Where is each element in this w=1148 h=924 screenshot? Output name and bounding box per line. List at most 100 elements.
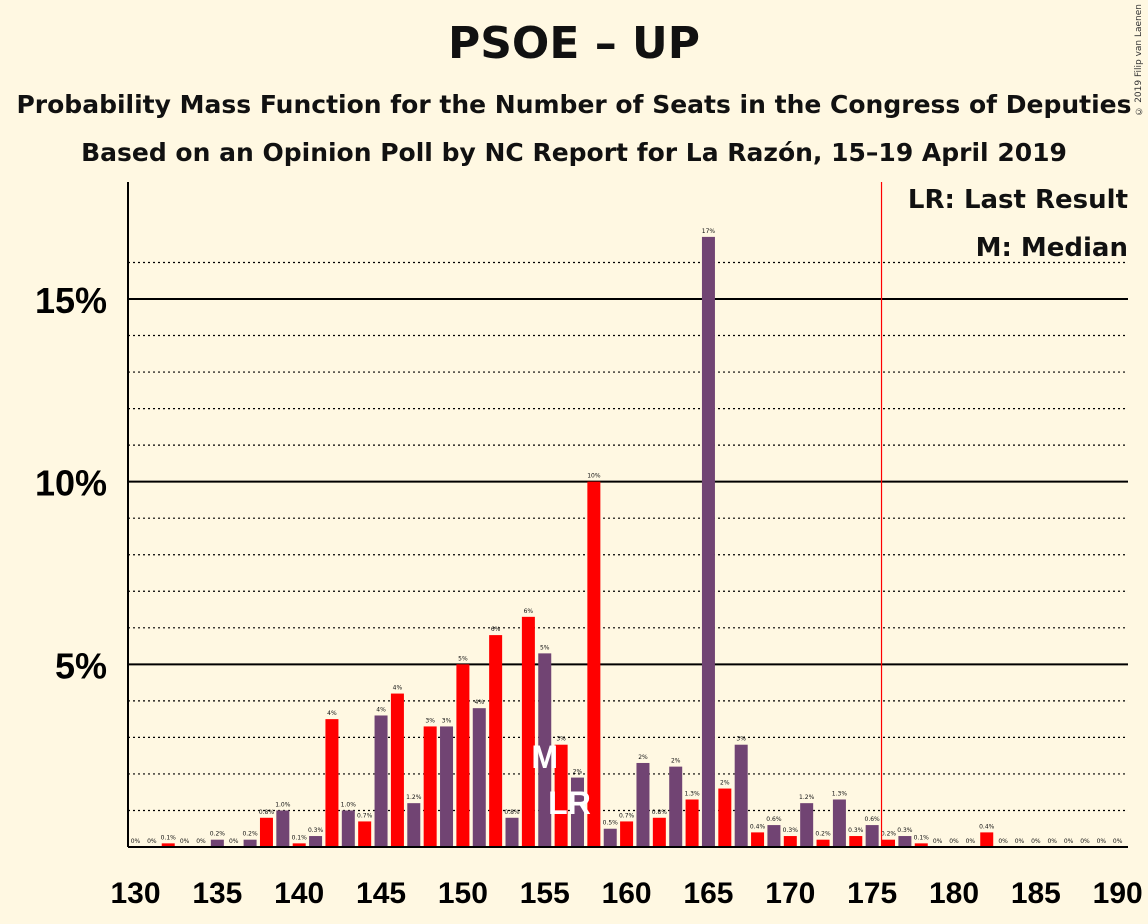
bar-seat-145 — [374, 715, 388, 847]
bar-seat-158 — [587, 481, 601, 847]
bar-value-label: 6% — [491, 626, 501, 633]
bar-seat-178 — [914, 843, 928, 847]
bar-value-label: 1.0% — [275, 801, 291, 808]
bar-seat-135 — [210, 839, 224, 847]
bar-seat-132 — [161, 843, 175, 847]
bar-value-label: 0.3% — [783, 827, 799, 834]
bar-seat-151 — [472, 708, 486, 847]
bar-seat-170 — [783, 836, 797, 847]
bar-value-label: 0.5% — [603, 820, 619, 827]
median-marker: M — [531, 739, 558, 775]
bar-seat-160 — [620, 821, 634, 847]
y-tick-label: 10% — [35, 463, 107, 504]
x-tick-label: 170 — [765, 877, 815, 910]
bar-seat-157 — [570, 777, 584, 847]
bar-value-label: 0.6% — [865, 816, 881, 823]
bar-value-label: 0% — [147, 838, 157, 845]
y-tick-label: 5% — [55, 645, 107, 686]
bar-value-label: 0.2% — [881, 831, 897, 838]
bar-seat-165 — [701, 236, 715, 848]
bar-value-label: 3% — [556, 736, 566, 743]
bar-value-label: 0.1% — [161, 834, 177, 841]
bar-value-label: 0% — [1064, 838, 1074, 845]
bar-seat-182 — [980, 832, 994, 847]
bar-value-label: 4% — [475, 699, 485, 706]
bar-seat-176 — [882, 839, 896, 847]
bar-value-label: 0% — [998, 838, 1008, 845]
bar-value-label: 0.8% — [259, 809, 275, 816]
bar-seat-142 — [325, 719, 339, 847]
bar-value-label: 0% — [949, 838, 959, 845]
bar-seat-156 — [554, 744, 568, 847]
bar-seat-168 — [751, 832, 765, 847]
bar-value-label: 1.2% — [406, 794, 422, 801]
bar-value-label: 3% — [425, 717, 435, 724]
bar-seat-172 — [816, 839, 830, 847]
bar-seat-175 — [865, 825, 879, 847]
bar-seat-174 — [849, 836, 863, 847]
x-tick-label: 140 — [274, 877, 324, 910]
bar-value-label: 0% — [1047, 838, 1057, 845]
bar-seat-146 — [390, 693, 404, 847]
chart-subtitle-poll: Based on an Opinion Poll by NC Report fo… — [81, 138, 1067, 167]
bar-value-label: 0.2% — [210, 831, 226, 838]
bar-value-label: 0.3% — [308, 827, 324, 834]
bar-value-label: 10% — [587, 473, 601, 480]
bar-value-label: 2% — [573, 769, 583, 776]
bar-value-label: 0.8% — [504, 809, 520, 816]
bar-value-label: 0.4% — [750, 823, 766, 830]
x-tick-label: 135 — [192, 877, 242, 910]
bar-value-label: 0% — [1015, 838, 1025, 845]
legend-last-result: LR: Last Result — [907, 185, 1128, 215]
x-tick-label: 160 — [602, 877, 652, 910]
x-tick-label: 165 — [683, 877, 733, 910]
bar-value-label: 0% — [1113, 838, 1123, 845]
bar-seat-155 — [538, 653, 552, 847]
bar-value-label: 0% — [131, 838, 141, 845]
bar-value-label: 0% — [1097, 838, 1107, 845]
bar-value-label: 3% — [736, 736, 746, 743]
bar-value-label: 1.3% — [832, 791, 848, 798]
bar-seat-137 — [243, 839, 257, 847]
bar-seat-143 — [341, 810, 355, 847]
bar-value-label: 0.8% — [652, 809, 668, 816]
bar-value-label: 5% — [540, 644, 550, 651]
x-tick-label: 190 — [1093, 877, 1143, 910]
x-tick-label: 130 — [110, 877, 160, 910]
bar-seat-161 — [636, 762, 650, 847]
bar-seat-169 — [767, 825, 781, 847]
bar-seat-141 — [309, 836, 323, 847]
bar-value-label: 0.7% — [619, 812, 635, 819]
bar-seat-173 — [832, 799, 846, 847]
bar-value-label: 0% — [933, 838, 943, 845]
bar-value-label: 0% — [180, 838, 190, 845]
x-tick-label: 180 — [929, 877, 979, 910]
bar-value-label: 0.7% — [357, 812, 373, 819]
bar-seat-150 — [456, 664, 470, 847]
bar-seat-149 — [440, 726, 454, 847]
bar-seat-163 — [669, 766, 683, 847]
chart-title: PSOE – UP — [447, 18, 700, 69]
bar-value-label: 0.6% — [766, 816, 782, 823]
bar-value-label: 4% — [393, 685, 403, 692]
bar-value-label: 0.2% — [815, 831, 831, 838]
bar-value-label: 0% — [966, 838, 976, 845]
x-tick-label: 155 — [520, 877, 570, 910]
bar-value-label: 6% — [524, 608, 534, 615]
bar-seat-153 — [505, 817, 519, 847]
bar-seat-164 — [685, 799, 699, 847]
bar-seat-171 — [800, 803, 814, 847]
bar-value-label: 4% — [376, 706, 386, 713]
bar-seat-152 — [489, 635, 503, 847]
bar-seat-162 — [652, 817, 666, 847]
bar-value-label: 0.1% — [914, 834, 930, 841]
x-tick-label: 150 — [438, 877, 488, 910]
x-tick-label: 175 — [847, 877, 897, 910]
bar-value-label: 0% — [229, 838, 239, 845]
bar-value-label: 3% — [442, 717, 452, 724]
x-tick-label: 185 — [1011, 877, 1061, 910]
bar-value-label: 0.1% — [292, 834, 308, 841]
bar-seat-166 — [718, 788, 732, 847]
bar-seat-147 — [407, 803, 421, 847]
